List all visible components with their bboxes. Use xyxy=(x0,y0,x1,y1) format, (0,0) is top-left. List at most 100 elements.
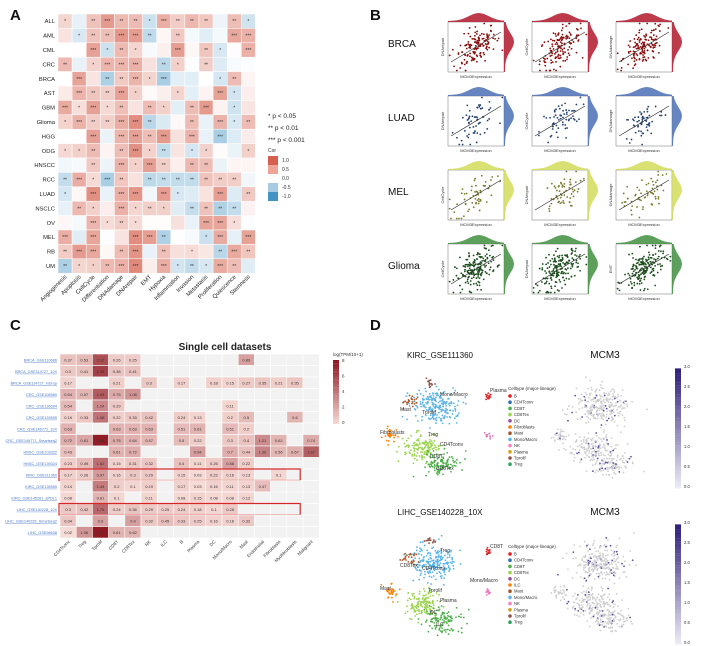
heatmap-cell xyxy=(156,42,172,58)
expression-point xyxy=(632,532,635,534)
umap-point xyxy=(428,455,431,458)
expression-point xyxy=(623,461,626,464)
dataset-label[interactable]: HNSC_GSE103322 xyxy=(23,450,57,454)
scatter-point xyxy=(640,192,642,195)
expression-point xyxy=(603,394,606,397)
umap-point xyxy=(421,611,423,614)
scatter-point xyxy=(462,273,464,276)
dataset-label[interactable]: CRC_GSE146771_Smartseq2 xyxy=(6,439,58,443)
expression-point xyxy=(612,606,615,608)
scatter-point xyxy=(565,136,568,139)
umap-legend-dot xyxy=(508,614,512,618)
dataset-label[interactable]: KIRC_GSE139555 xyxy=(25,485,57,489)
scatter-point xyxy=(452,279,455,281)
scatter-point xyxy=(645,116,648,119)
expression-point xyxy=(594,620,597,623)
umap-point xyxy=(428,542,430,544)
significance-mark: * xyxy=(205,149,207,155)
scatter-point xyxy=(475,141,478,144)
dataset-cell-value: 0.25 xyxy=(129,357,138,362)
scatter-point xyxy=(473,273,475,276)
scatter-point xyxy=(621,201,624,204)
umap-point xyxy=(464,402,467,405)
expression-point xyxy=(616,553,619,556)
dataset-label[interactable]: LIHC_GSE140228_10X xyxy=(17,508,58,512)
expression-scale-swatch xyxy=(675,476,681,479)
dataset-label[interactable]: KIRC_GSE111360 xyxy=(26,473,57,477)
expression-point xyxy=(614,444,617,446)
dataset-label[interactable]: LIHC_GSE98638 xyxy=(28,531,57,535)
dataset-label[interactable]: BRCA_GSE114727_10X xyxy=(15,370,57,374)
expression-point xyxy=(620,625,623,628)
dataset-label[interactable]: KIRC_GSE145281_aPDL1 xyxy=(11,496,57,500)
scatter-point xyxy=(476,116,478,119)
dataset-label[interactable]: CRC_GSE139555 xyxy=(26,416,57,420)
scatter-point xyxy=(561,33,564,36)
significance-mark: *** xyxy=(203,106,209,112)
scatter-point xyxy=(630,138,633,141)
expression-point xyxy=(555,595,558,597)
expression-point xyxy=(583,560,585,563)
expression-point xyxy=(604,454,606,457)
scatter-point xyxy=(491,244,494,247)
scatter-point xyxy=(643,110,646,113)
expression-point xyxy=(602,556,605,559)
dataset-cell xyxy=(173,526,190,539)
dataset-label[interactable]: BRCA_GSE114727_inDrop xyxy=(11,381,57,385)
dataset-label[interactable]: CRC_GSE108989 xyxy=(26,393,57,397)
expression-point xyxy=(595,556,598,559)
expression-point xyxy=(580,442,583,445)
scatter-point xyxy=(620,69,623,72)
umap-point xyxy=(430,568,433,571)
umap-point xyxy=(397,435,399,438)
dataset-label[interactable]: BRCA_GSE110686 xyxy=(24,358,57,362)
umap-point xyxy=(420,451,422,453)
expression-point xyxy=(609,450,612,453)
umap-point xyxy=(441,613,444,616)
umap-point xyxy=(404,400,407,403)
umap-point xyxy=(440,558,443,561)
umap-point xyxy=(444,562,446,565)
umap-legend-label: DC xyxy=(514,418,520,423)
expression-scale-swatch xyxy=(675,582,681,585)
dataset-cell-value: 0.15 xyxy=(178,472,187,477)
scatter-point xyxy=(556,116,559,119)
dataset-label[interactable]: HNSC_GSE139324 xyxy=(23,462,57,466)
scatter-point xyxy=(472,126,475,128)
heatmap-row-label: LUAD xyxy=(40,192,55,198)
dataset-label[interactable]: LIHC_GSE140228_Smartseq2 xyxy=(5,519,57,523)
dataset-cell-value: 0.1 xyxy=(130,484,136,489)
dataset-cell xyxy=(286,526,304,539)
dataset-label[interactable]: CRC_GSE146771_10X xyxy=(17,427,57,431)
scatter-point xyxy=(564,51,567,54)
scatter-point xyxy=(557,274,560,277)
expression-point xyxy=(590,414,593,417)
dataset-cell xyxy=(286,457,304,470)
dataset-cell xyxy=(156,445,174,458)
umap-point xyxy=(427,560,430,563)
expression-scale-swatch xyxy=(675,382,681,386)
expression-point xyxy=(619,458,621,461)
expression-point xyxy=(587,591,590,594)
expression-point xyxy=(599,618,602,621)
scatter-point xyxy=(488,46,491,49)
umap-point xyxy=(451,413,454,415)
scatter-point xyxy=(558,256,560,259)
umap-point xyxy=(418,578,421,581)
scatter-point xyxy=(565,118,568,121)
scatter-point xyxy=(559,54,562,57)
scatter-point xyxy=(460,192,463,195)
umap-point xyxy=(387,440,390,442)
umap-point xyxy=(435,416,438,419)
scatter-point xyxy=(633,281,636,284)
scatter-point xyxy=(647,123,650,126)
expression-point xyxy=(631,462,634,465)
scatter-point xyxy=(649,272,652,274)
significance-mark: * xyxy=(205,264,207,270)
scatter-point xyxy=(481,107,484,109)
dataset-label[interactable]: CRC_GSE136394 xyxy=(26,404,57,408)
scatter-point xyxy=(485,272,488,275)
umap-point xyxy=(454,405,456,408)
expression-point xyxy=(575,439,578,442)
expression-point xyxy=(615,558,618,561)
